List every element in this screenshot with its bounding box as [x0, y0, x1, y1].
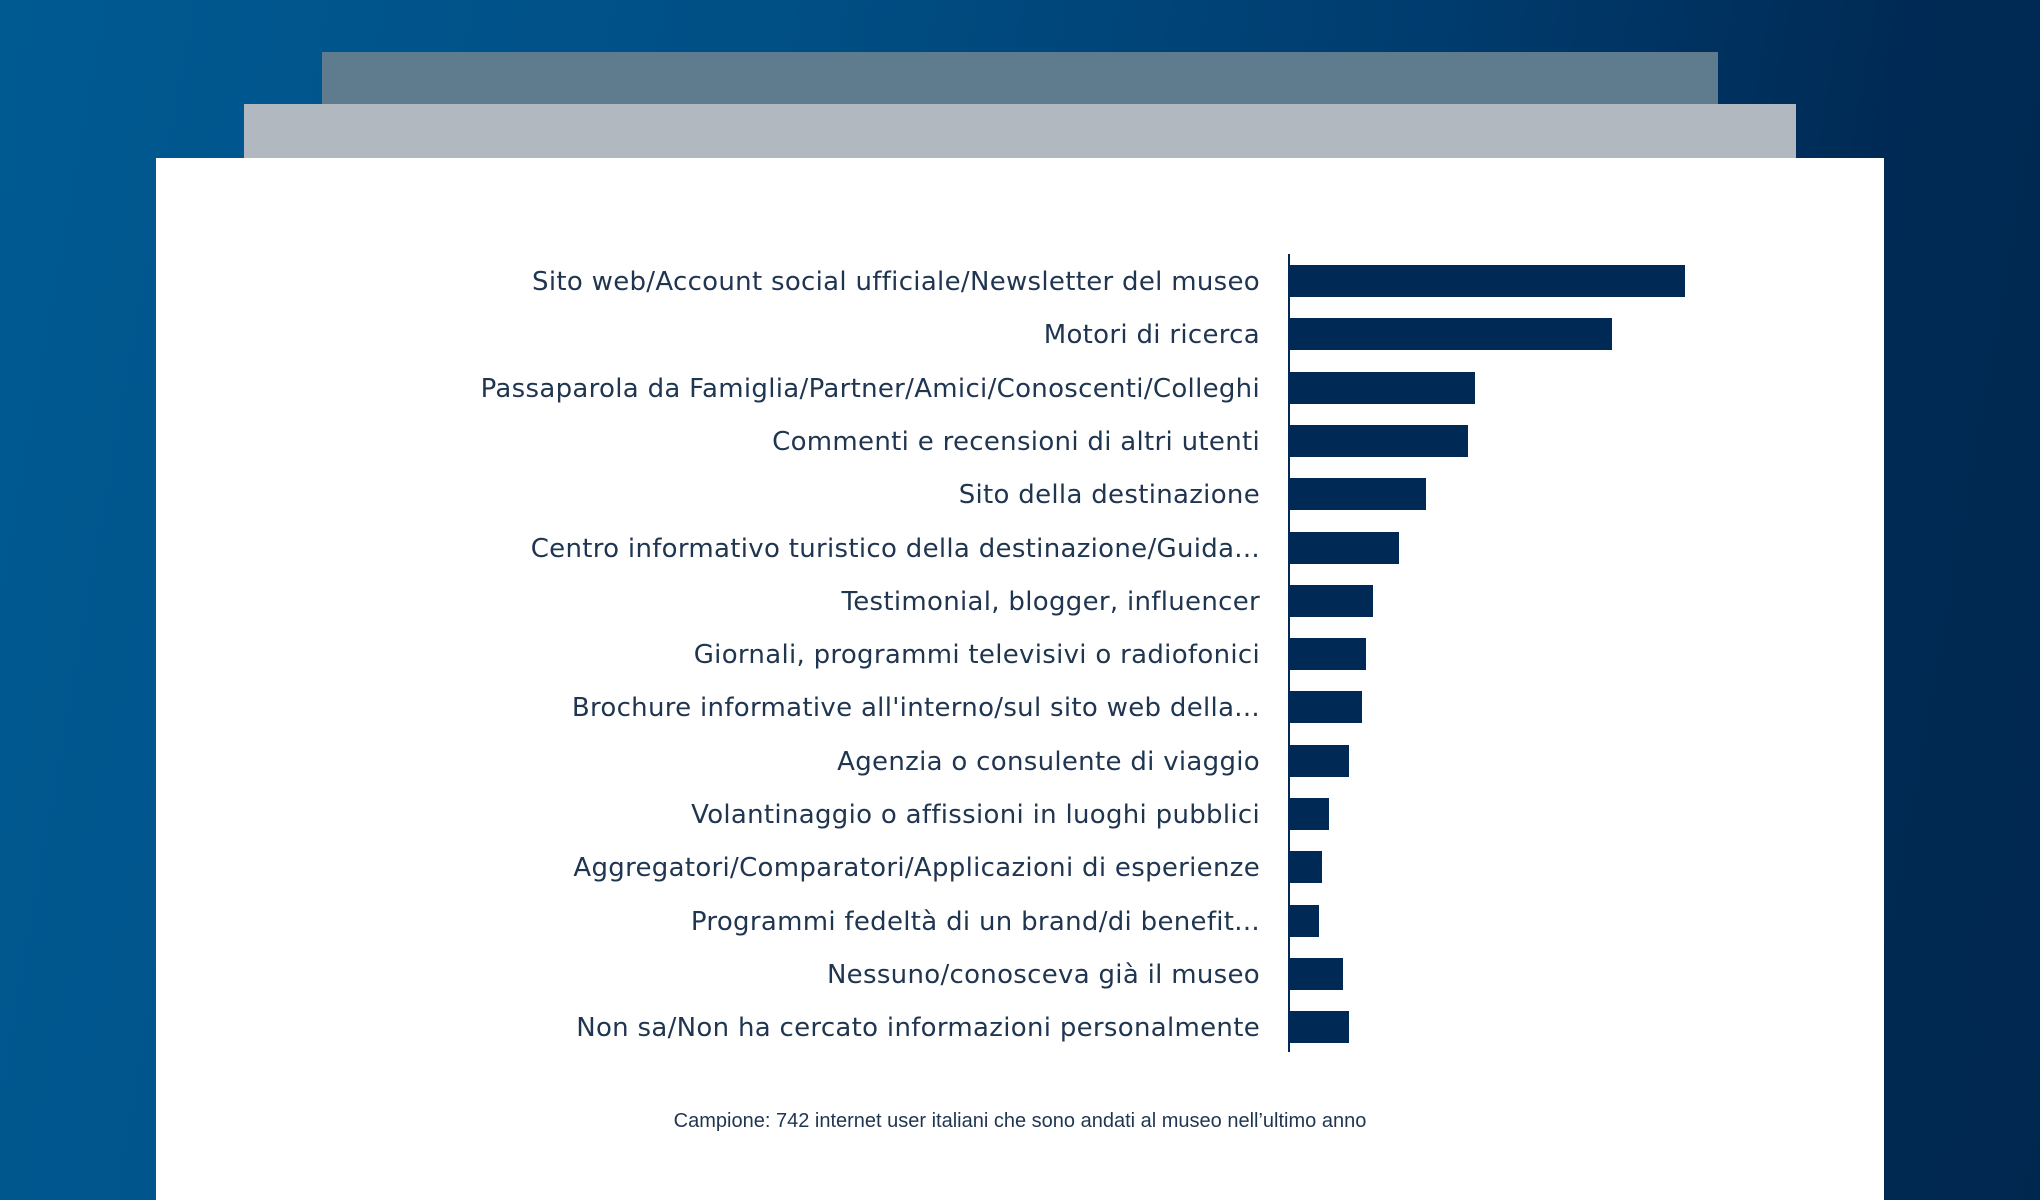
- category-label: Passaparola da Famiglia/Partner/Amici/Co…: [480, 373, 1260, 404]
- category-label: Brochure informative all'interno/sul sit…: [571, 693, 1260, 724]
- horizontal-bar-chart: Sito web/Account social ufficiale/Newsle…: [156, 158, 1884, 1058]
- bar: [1290, 478, 1426, 511]
- bar-row: Motori di ricerca: [156, 316, 1884, 356]
- bar-row: Sito web/Account social ufficiale/Newsle…: [156, 263, 1884, 303]
- bar-row: Nessuno/conosceva già il museo: [156, 956, 1884, 996]
- bar: [1290, 318, 1612, 351]
- bar-row: Aggregatori/Comparatori/Applicazioni di …: [156, 849, 1884, 889]
- bar-row: Testimonial, blogger, influencer: [156, 583, 1884, 623]
- category-label: Motori di ricerca: [1043, 320, 1260, 351]
- bar: [1290, 691, 1362, 724]
- bar-row: Passaparola da Famiglia/Partner/Amici/Co…: [156, 370, 1884, 410]
- category-label: Aggregatori/Comparatori/Applicazioni di …: [573, 853, 1260, 884]
- bar: [1290, 798, 1329, 830]
- bar-row: Giornali, programmi televisivi o radiofo…: [156, 636, 1884, 676]
- bar: [1290, 424, 1468, 457]
- bar: [1290, 851, 1322, 884]
- chart-panel: Sito web/Account social ufficiale/Newsle…: [156, 158, 1884, 1200]
- bottom-glow-decoration: [216, 988, 1816, 1200]
- bar: [1290, 904, 1319, 937]
- category-label: Giornali, programmi televisivi o radiofo…: [693, 640, 1260, 671]
- category-label: Nessuno/conosceva già il museo: [826, 959, 1260, 990]
- category-label: Commenti e recensioni di altri utenti: [772, 426, 1260, 457]
- category-label: Non sa/Non ha cercato informazioni perso…: [576, 1013, 1260, 1044]
- category-label: Centro informativo turistico della desti…: [530, 533, 1260, 564]
- bar-row: Sito della destinazione: [156, 476, 1884, 516]
- bar-row: Agenzia o consulente di viaggio: [156, 743, 1884, 783]
- category-label: Sito web/Account social ufficiale/Newsle…: [532, 267, 1260, 297]
- bar: [1290, 744, 1349, 777]
- category-label: Agenzia o consulente di viaggio: [837, 746, 1260, 777]
- bar-row: Commenti e recensioni di altri utenti: [156, 423, 1884, 463]
- bar: [1290, 957, 1343, 990]
- bar: [1290, 584, 1373, 617]
- bar: [1290, 1011, 1349, 1044]
- sample-caption: Campione: 742 internet user italiani che…: [673, 1110, 1367, 1132]
- category-label: Sito della destinazione: [958, 480, 1260, 511]
- y-axis-line: [1288, 254, 1290, 1052]
- bar: [1290, 531, 1399, 564]
- bar-row: Volantinaggio o affissioni in luoghi pub…: [156, 796, 1884, 836]
- category-label: Volantinaggio o affissioni in luoghi pub…: [691, 800, 1260, 830]
- bar-row: Centro informativo turistico della desti…: [156, 530, 1884, 570]
- category-label: Testimonial, blogger, influencer: [841, 586, 1260, 617]
- bar: [1290, 265, 1685, 297]
- bar: [1290, 371, 1475, 404]
- decorative-strip-back: [322, 52, 1718, 112]
- decorative-strip-middle: [244, 104, 1796, 164]
- category-label: Programmi fedeltà di un brand/di benefit…: [690, 906, 1260, 937]
- bar-row: Brochure informative all'interno/sul sit…: [156, 689, 1884, 729]
- bar-row: Non sa/Non ha cercato informazioni perso…: [156, 1009, 1884, 1049]
- bar-row: Programmi fedeltà di un brand/di benefit…: [156, 903, 1884, 943]
- bar: [1290, 638, 1366, 671]
